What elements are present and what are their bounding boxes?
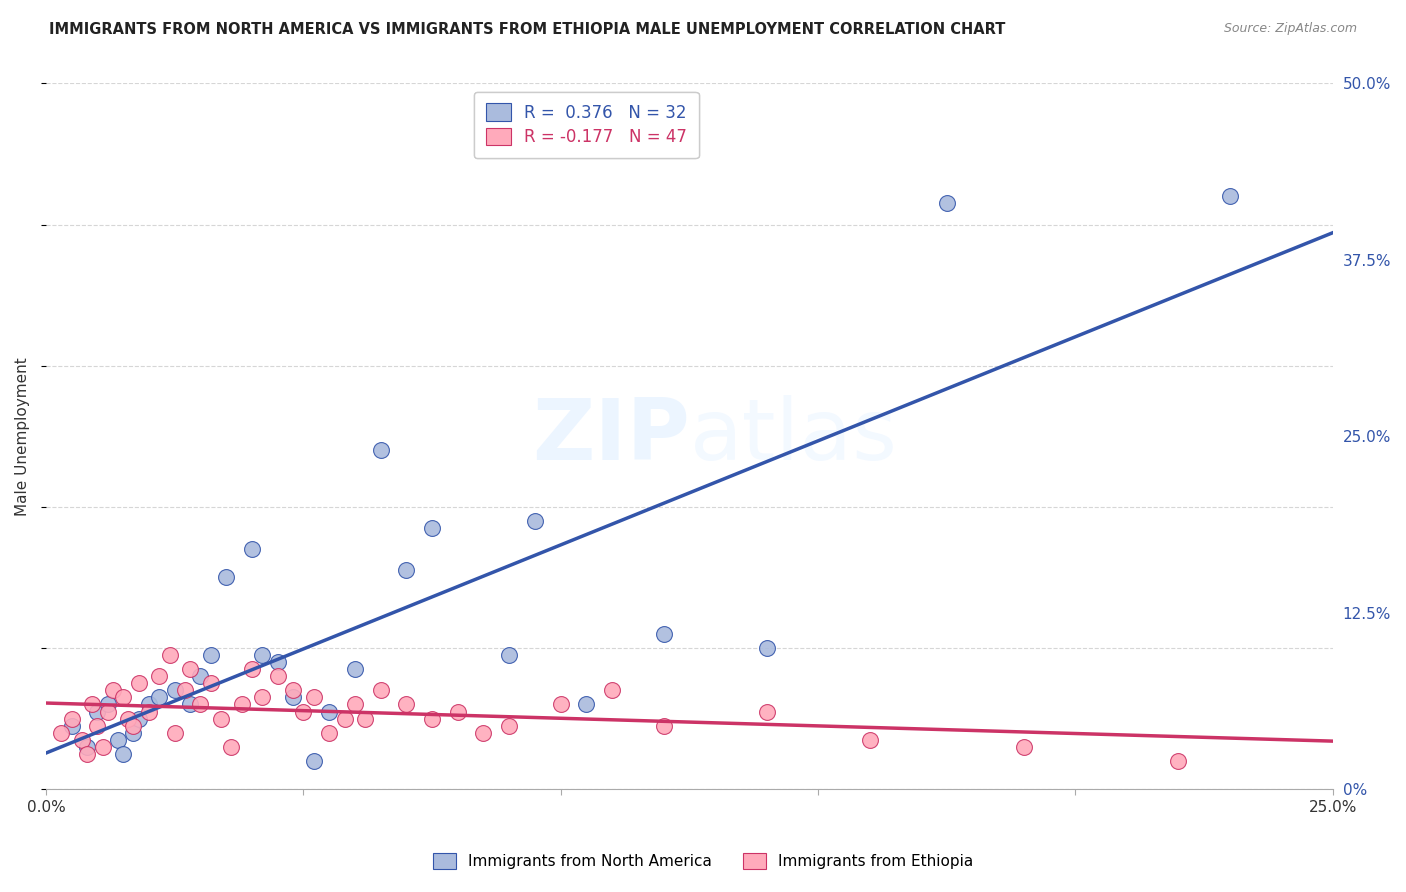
Point <box>138 705 160 719</box>
Point <box>370 443 392 458</box>
Point <box>231 698 253 712</box>
Point <box>200 676 222 690</box>
Point <box>209 712 232 726</box>
Point <box>159 648 181 662</box>
Point <box>101 683 124 698</box>
Point <box>343 698 366 712</box>
Y-axis label: Male Unemployment: Male Unemployment <box>15 357 30 516</box>
Point <box>148 669 170 683</box>
Point <box>174 683 197 698</box>
Point <box>935 196 957 211</box>
Text: ZIP: ZIP <box>531 395 689 478</box>
Point <box>86 705 108 719</box>
Point <box>76 739 98 754</box>
Point <box>190 669 212 683</box>
Point <box>240 542 263 557</box>
Point <box>354 712 377 726</box>
Point <box>652 627 675 641</box>
Text: Source: ZipAtlas.com: Source: ZipAtlas.com <box>1223 22 1357 36</box>
Point <box>60 712 83 726</box>
Point <box>179 662 201 676</box>
Point <box>70 732 93 747</box>
Point <box>250 690 273 705</box>
Point <box>82 698 104 712</box>
Point <box>51 725 73 739</box>
Point <box>858 732 880 747</box>
Point <box>302 754 325 768</box>
Point <box>1167 754 1189 768</box>
Point <box>163 725 186 739</box>
Point <box>498 648 520 662</box>
Point <box>292 705 315 719</box>
Point <box>318 705 340 719</box>
Point <box>138 698 160 712</box>
Point <box>1012 739 1035 754</box>
Point <box>112 747 135 761</box>
Point <box>97 698 120 712</box>
Point <box>215 570 238 584</box>
Point <box>333 712 356 726</box>
Point <box>250 648 273 662</box>
Point <box>128 676 150 690</box>
Point <box>86 718 108 732</box>
Point <box>97 705 120 719</box>
Point <box>179 698 201 712</box>
Point <box>447 705 470 719</box>
Point <box>755 640 778 655</box>
Point <box>420 712 443 726</box>
Point <box>60 718 83 732</box>
Point <box>190 698 212 712</box>
Point <box>472 725 495 739</box>
Point <box>1219 189 1241 203</box>
Point <box>281 683 304 698</box>
Point <box>128 712 150 726</box>
Point <box>395 698 418 712</box>
Point <box>117 712 139 726</box>
Point <box>122 718 145 732</box>
Point <box>281 690 304 705</box>
Point <box>107 732 129 747</box>
Text: atlas: atlas <box>689 395 897 478</box>
Point <box>91 739 114 754</box>
Point <box>600 683 623 698</box>
Point <box>219 739 242 754</box>
Point <box>112 690 135 705</box>
Point <box>395 563 418 577</box>
Point <box>148 690 170 705</box>
Point <box>302 690 325 705</box>
Point <box>420 521 443 535</box>
Legend: R =  0.376   N = 32, R = -0.177   N = 47: R = 0.376 N = 32, R = -0.177 N = 47 <box>474 92 699 158</box>
Point <box>266 669 288 683</box>
Point <box>266 655 288 669</box>
Point <box>200 648 222 662</box>
Point <box>76 747 98 761</box>
Point <box>498 718 520 732</box>
Legend: Immigrants from North America, Immigrants from Ethiopia: Immigrants from North America, Immigrant… <box>427 847 979 875</box>
Point <box>318 725 340 739</box>
Text: IMMIGRANTS FROM NORTH AMERICA VS IMMIGRANTS FROM ETHIOPIA MALE UNEMPLOYMENT CORR: IMMIGRANTS FROM NORTH AMERICA VS IMMIGRA… <box>49 22 1005 37</box>
Point <box>240 662 263 676</box>
Point <box>550 698 572 712</box>
Point <box>370 683 392 698</box>
Point <box>523 514 546 528</box>
Point <box>343 662 366 676</box>
Point <box>163 683 186 698</box>
Point <box>575 698 598 712</box>
Point <box>122 725 145 739</box>
Point <box>652 718 675 732</box>
Point <box>755 705 778 719</box>
